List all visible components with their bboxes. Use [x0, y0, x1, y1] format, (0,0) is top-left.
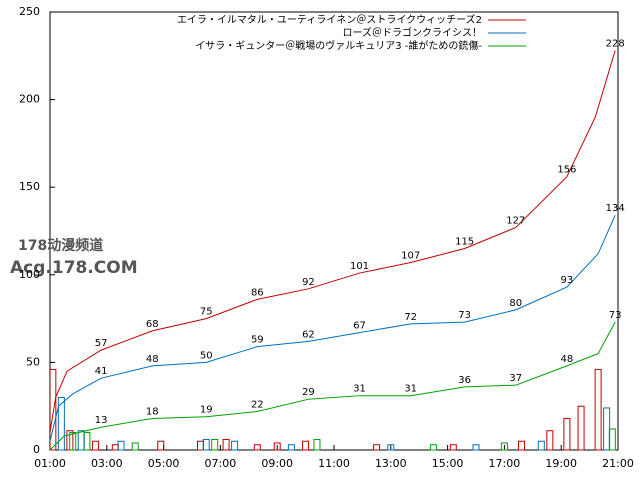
- watermark: 178动漫频道: [18, 237, 103, 254]
- histogram-bar: [563, 417, 571, 451]
- data-label: 75: [200, 307, 213, 318]
- histogram-bar: [287, 444, 295, 451]
- histogram-bar: [91, 440, 99, 451]
- data-label: 48: [146, 354, 159, 365]
- histogram-bar: [231, 440, 239, 451]
- data-label: 29: [302, 387, 315, 398]
- data-label: 86: [251, 287, 264, 298]
- histogram-bar: [449, 444, 457, 451]
- histogram-bar: [608, 428, 616, 451]
- histogram-bar: [472, 444, 480, 451]
- histogram-bar: [577, 405, 585, 451]
- data-label: 22: [251, 399, 264, 410]
- series-line: [49, 215, 616, 442]
- data-label: 67: [353, 321, 366, 332]
- data-label: 228: [606, 39, 625, 50]
- watermark: Acg.178.COM: [10, 258, 138, 278]
- data-label: 134: [606, 203, 625, 214]
- x-tick-label: 17:00: [489, 457, 521, 470]
- histogram-bar: [117, 440, 125, 451]
- data-label: 101: [350, 261, 369, 272]
- data-label: 13: [95, 415, 108, 426]
- data-label: 73: [458, 310, 471, 321]
- data-label: 73: [609, 310, 622, 321]
- y-tick-label: 50: [26, 355, 40, 368]
- histogram-bar: [222, 438, 230, 451]
- x-tick-label: 03:00: [91, 457, 123, 470]
- data-label: 50: [200, 350, 213, 361]
- histogram-bar: [500, 442, 508, 451]
- histogram-bar: [111, 444, 119, 451]
- histogram-bar: [429, 444, 437, 451]
- legend-label: ローズ＠ドラゴンクライシス！: [343, 26, 483, 39]
- histogram-bar: [211, 438, 219, 451]
- data-label: 80: [509, 298, 522, 309]
- histogram-bar: [157, 440, 165, 451]
- histogram-bar: [302, 440, 310, 451]
- histogram-bar: [594, 368, 602, 451]
- data-label: 72: [404, 312, 417, 323]
- histogram-bar: [69, 431, 77, 451]
- data-label: 68: [146, 319, 159, 330]
- histogram-bar: [197, 440, 205, 451]
- y-tick-label: 100: [19, 268, 40, 281]
- legend-label: エイラ・イルマタル・ユーティライネン＠ストライクウィッチーズ2: [177, 13, 482, 26]
- x-tick-label: 11:00: [318, 457, 350, 470]
- data-label: 31: [353, 384, 366, 395]
- histogram-bar: [313, 438, 321, 451]
- data-label: 107: [401, 251, 420, 262]
- histogram-bar: [603, 407, 611, 451]
- data-label: 36: [458, 375, 471, 386]
- histogram-bar: [546, 430, 554, 451]
- data-label: 93: [561, 275, 574, 286]
- histogram-bar: [517, 440, 525, 451]
- histogram-bar: [57, 396, 65, 451]
- x-tick-label: 01:00: [34, 457, 66, 470]
- data-label: 18: [146, 406, 159, 417]
- x-tick-label: 07:00: [205, 457, 237, 470]
- y-tick-label: 150: [19, 180, 40, 193]
- histogram-bar: [253, 444, 261, 451]
- histogram-bar: [83, 431, 91, 451]
- data-label: 19: [200, 405, 213, 416]
- histogram-bar: [131, 442, 139, 451]
- x-tick-label: 05:00: [148, 457, 180, 470]
- y-tick-label: 200: [19, 93, 40, 106]
- data-label: 37: [509, 373, 522, 384]
- data-label: 59: [251, 335, 264, 346]
- series-line: [49, 321, 616, 451]
- series-line: [49, 50, 616, 433]
- data-label: 92: [302, 277, 315, 288]
- data-label: 115: [455, 237, 474, 248]
- histogram-bar: [77, 430, 85, 451]
- histogram-bar: [49, 368, 57, 451]
- data-label: 41: [95, 366, 108, 377]
- data-label: 31: [404, 384, 417, 395]
- data-label: 62: [302, 329, 315, 340]
- x-tick-label: 19:00: [545, 457, 577, 470]
- histogram-bar: [202, 438, 210, 451]
- histogram-bar: [537, 440, 545, 451]
- data-label: 57: [95, 338, 108, 349]
- legend-label: イサラ・ギュンター＠戦場のヴァルキュリア3 -誰がための銃傷-: [195, 39, 482, 52]
- y-tick-label: 250: [19, 5, 40, 18]
- y-tick-label: 0: [33, 443, 40, 456]
- x-tick-label: 13:00: [375, 457, 407, 470]
- x-tick-label: 15:00: [432, 457, 464, 470]
- data-label: 48: [561, 354, 574, 365]
- x-tick-label: 09:00: [261, 457, 293, 470]
- histogram-bar: [387, 444, 395, 451]
- histogram-bar: [273, 442, 281, 451]
- data-label: 156: [557, 165, 576, 176]
- x-tick-label: 21:00: [602, 457, 634, 470]
- plot-frame: [49, 11, 619, 451]
- data-label: 127: [506, 215, 525, 226]
- histogram-bar: [373, 444, 381, 451]
